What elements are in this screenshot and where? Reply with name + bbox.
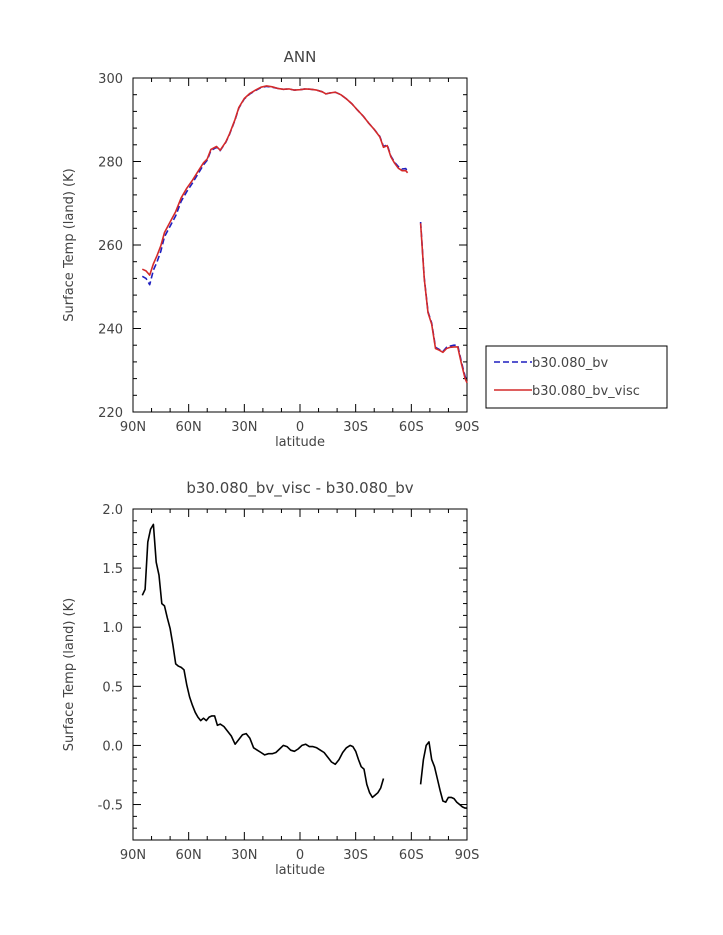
x-tick-label: 30S (343, 848, 368, 863)
chart-title: ANN (284, 48, 317, 66)
x-tick-label: 30N (231, 420, 257, 435)
x-axis-label: latitude (275, 863, 325, 878)
legend-box (485, 345, 668, 409)
series-line-0-1-1 (419, 223, 468, 384)
chart-panel-0: ANN 90N 60N 30N 0 30S 60S 90S 220 240 260 280 300 lat… (62, 48, 479, 450)
y-tick-label: 0.5 (102, 680, 123, 695)
plot-frame (132, 508, 468, 841)
y-tick-label: 280 (98, 156, 123, 171)
x-tick-label: 60N (176, 420, 202, 435)
y-tick-label: 240 (98, 323, 123, 338)
y-tick-label: 2.0 (102, 503, 123, 518)
x-tick-label: 0 (296, 848, 304, 863)
legend-label-0: b30.080_bv (532, 356, 608, 371)
series-line-0-0-0 (141, 85, 409, 286)
y-axis-label: Surface Temp (land) (K) (62, 168, 77, 321)
y-axis-label: Surface Temp (land) (K) (62, 598, 77, 751)
y-tick-label: 1.0 (102, 621, 123, 636)
x-tick-label: 60S (399, 848, 424, 863)
chart-title: b30.080_bv_visc - b30.080_bv (186, 479, 413, 498)
y-tick-label: 220 (98, 406, 123, 421)
x-tick-label: 30N (231, 848, 257, 863)
x-tick-label: 90S (455, 420, 480, 435)
x-tick-label: 60S (399, 420, 424, 435)
series-line-0-1-0 (141, 85, 409, 276)
plot-frame (132, 77, 468, 413)
y-tick-label: 1.5 (102, 562, 123, 577)
x-tick-label: 30S (343, 420, 368, 435)
y-tick-label: 260 (98, 239, 123, 254)
y-tick-label: -0.5 (98, 799, 123, 814)
x-tick-label: 0 (296, 420, 304, 435)
y-tick-label: 0.0 (102, 739, 123, 754)
legend-label-1: b30.080_bv_visc (532, 384, 640, 399)
x-tick-label: 90N (120, 420, 146, 435)
x-tick-label: 60N (176, 848, 202, 863)
series-line-1-0-1 (419, 741, 467, 809)
y-tick-label: 300 (98, 72, 123, 87)
x-tick-label: 90N (120, 848, 146, 863)
chart-panel-1: b30.080_bv_visc - b30.080_bv 90N 60N 30N 0 30… (62, 479, 479, 878)
legend: b30.080_bv b30.080_bv_visc (485, 345, 668, 409)
x-axis-label: latitude (275, 435, 325, 450)
x-tick-label: 90S (455, 848, 480, 863)
series-line-1-0-0 (141, 523, 385, 799)
